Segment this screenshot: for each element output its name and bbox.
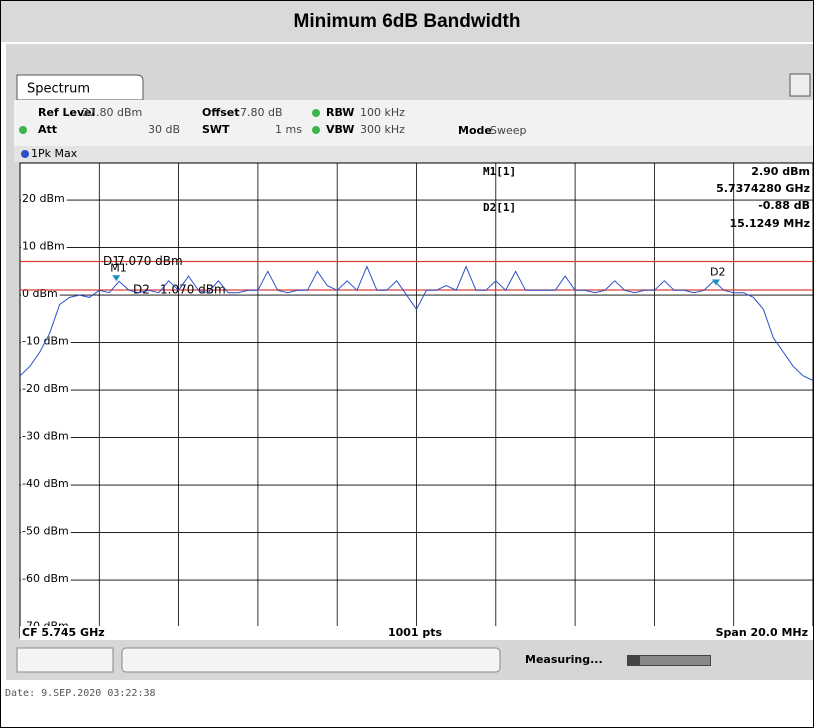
- tab-label: Spectrum: [27, 82, 90, 97]
- menu-button[interactable]: [789, 73, 811, 97]
- setting-name: RBW: [326, 106, 354, 119]
- y-tick-label: 10 dBm: [22, 240, 65, 253]
- y-tick-label: -40 dBm: [22, 477, 69, 490]
- span: Span 20.0 MHz: [716, 626, 808, 639]
- tab[interactable]: [16, 74, 144, 101]
- footer-bar: [20, 626, 813, 640]
- label-bg: [21, 573, 71, 587]
- y-tick-label: 0 dBm: [22, 287, 58, 300]
- settings-area: [14, 100, 814, 146]
- status: Measuring...: [525, 653, 603, 666]
- marker: [112, 275, 121, 282]
- y-tick-label: -60 dBm: [22, 572, 69, 585]
- marker-table-position: 5.7374280 GHz: [716, 182, 810, 195]
- label-bg: [21, 240, 67, 254]
- trace: [19, 265, 814, 381]
- label-bg: [21, 383, 71, 397]
- status-box: [16, 647, 114, 673]
- indicator: [19, 126, 27, 134]
- marker-table-level: 2.90 dBm: [751, 165, 810, 178]
- setting-value: 300 kHz: [360, 123, 405, 136]
- trace-label: 1Pk Max: [31, 147, 78, 160]
- y-tick-label: 20 dBm: [22, 192, 65, 205]
- setting-value: 7.80 dB: [240, 106, 283, 119]
- y-tick-label: -20 dBm: [22, 382, 69, 395]
- setting-name: Offset: [202, 106, 240, 119]
- status-box: [121, 647, 501, 673]
- display-line-name: D2: [133, 282, 150, 296]
- marker: [711, 279, 720, 286]
- setting-value: Sweep: [490, 124, 527, 137]
- setting-name: Mode: [458, 124, 492, 137]
- label-bg: [21, 430, 71, 444]
- display-line-label: 1.070 dBm: [160, 282, 226, 296]
- title-bar: [0, 0, 814, 42]
- setting-name: Ref Level: [38, 106, 95, 119]
- marker-table-position: 15.1249 MHz: [730, 217, 811, 230]
- marker-table-name: D2[1]: [483, 201, 516, 214]
- label-bg: [21, 525, 71, 539]
- label-bg: [21, 478, 71, 492]
- setting-name: VBW: [326, 123, 354, 136]
- setting-value: 1 ms: [275, 123, 302, 136]
- trace-bar: [14, 146, 814, 162]
- label-bg: [21, 335, 71, 349]
- setting-name: Att: [38, 123, 57, 136]
- setting-value: 27.80 dBm: [82, 106, 142, 119]
- marker-name: M1: [110, 261, 127, 274]
- marker-table-level: -0.88 dB: [758, 199, 810, 212]
- progress-track: [640, 656, 710, 665]
- date: Date: 9.SEP.2020 03:22:38: [5, 688, 156, 699]
- trace-indicator: [21, 150, 29, 158]
- setting-value: 100 kHz: [360, 106, 405, 119]
- display-line-label: 7.070 dBm: [117, 254, 183, 268]
- setting-name: SWT: [202, 123, 230, 136]
- points: 1001 pts: [388, 626, 443, 639]
- indicator: [312, 126, 320, 134]
- display-line-name: D1: [103, 254, 120, 268]
- marker-table-name: M1[1]: [483, 165, 516, 178]
- label-bg: [21, 193, 67, 207]
- label-bg: [21, 288, 60, 302]
- y-tick-label: -30 dBm: [22, 430, 69, 443]
- setting-value: 30 dB: [148, 123, 180, 136]
- y-tick-label: -50 dBm: [22, 525, 69, 538]
- indicator: [312, 109, 320, 117]
- center-frequency: CF 5.745 GHz: [22, 626, 105, 639]
- marker-name: D2: [710, 265, 725, 278]
- title: Minimum 6dB Bandwidth: [294, 11, 521, 32]
